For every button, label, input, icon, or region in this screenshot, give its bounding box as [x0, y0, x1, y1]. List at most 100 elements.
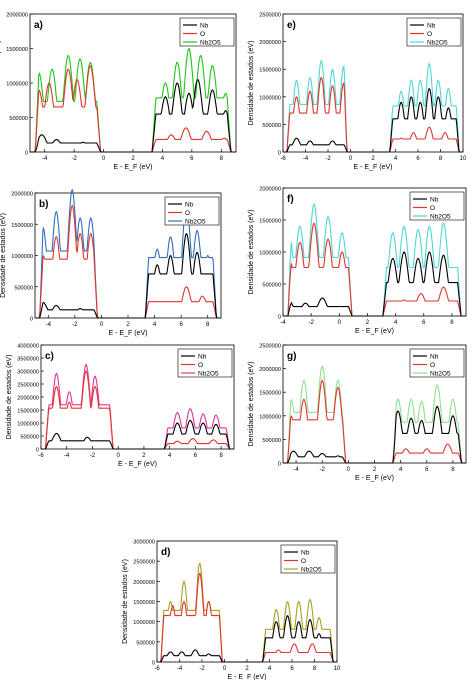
x-tick-label: -2: [72, 322, 78, 328]
x-tick-label: 0: [117, 453, 121, 459]
y-tick-label: 500000: [9, 116, 28, 122]
x-tick-label: 8: [451, 467, 455, 473]
x-axis-label: E - E_F (eV): [109, 330, 148, 337]
y-tick-label: 1000000: [17, 422, 39, 428]
series-line-nb: [283, 405, 466, 464]
x-tick-label: 8: [439, 156, 443, 162]
y-axis-label: Densidade de estados (eV): [122, 559, 129, 644]
y-tick-label: 1500000: [11, 223, 33, 229]
x-tick-label: 4: [394, 156, 398, 162]
y-tick-label: 1000000: [133, 620, 155, 626]
y-tick-label: 500000: [14, 285, 33, 291]
x-axis-label: E - E_F (eV): [228, 674, 267, 680]
y-tick-label: 1000000: [6, 82, 28, 88]
legend-label: Nb: [430, 353, 439, 360]
x-tick-label: -4: [64, 453, 70, 459]
x-tick-label: 0: [347, 467, 351, 473]
y-tick-label: 2000000: [17, 396, 39, 402]
series-line-o: [283, 379, 466, 464]
x-tick-label: 6: [416, 156, 420, 162]
y-tick-label: 2000000: [6, 13, 28, 19]
x-tick-label: 8: [206, 322, 210, 328]
legend-box: [177, 348, 233, 378]
x-tick-label: 10: [460, 156, 467, 162]
legend-label: O: [430, 205, 435, 212]
y-tick-label: 0: [278, 151, 281, 157]
x-tick-label: 8: [219, 453, 223, 459]
y-tick-label: 3000000: [133, 540, 155, 546]
legend-label: Nb2O5: [427, 39, 448, 46]
series-line-nb: [283, 87, 463, 153]
series-line-nb2o5: [41, 363, 234, 450]
y-tick-label: 2500000: [133, 560, 155, 566]
y-axis-label: Densidade de estados (eV): [0, 213, 7, 298]
y-tick-label: 0: [278, 315, 281, 321]
x-tick-label: -2: [308, 320, 314, 326]
y-tick-label: 0: [152, 661, 155, 667]
legend-label: O: [427, 31, 432, 38]
panel-f: 0 500000 1000000 1500000 2000000 -4 -2 0 2 4 6 8 E -…: [248, 187, 467, 335]
x-tick-label: -4: [46, 322, 52, 328]
x-tick-label: 6: [422, 320, 426, 326]
y-tick-label: 2000000: [133, 580, 155, 586]
x-tick-label: 0: [102, 156, 106, 162]
y-tick-label: 1000000: [11, 254, 33, 260]
y-axis-label: Densidade de estados (eV): [248, 41, 255, 126]
legend-label: Nb2O5: [185, 218, 206, 225]
x-tick-label: -6: [154, 666, 160, 672]
x-tick-label: 2: [366, 320, 370, 326]
y-tick-label: 1000000: [259, 95, 281, 101]
legend-label: Nb2O5: [301, 566, 322, 573]
x-tick-label: -4: [280, 320, 286, 326]
y-tick-label: 1500000: [259, 391, 281, 397]
x-tick-label: 8: [220, 156, 224, 162]
x-tick-label: 4: [168, 453, 172, 459]
y-tick-label: 0: [36, 448, 39, 454]
series-line-nb2o5: [30, 48, 236, 153]
x-tick-label: 4: [161, 156, 165, 162]
panel-b: 0 500000 1000000 1500000 2000000 -4 -2 0 2 4 6 8 E -…: [0, 188, 222, 337]
x-tick-label: -6: [38, 453, 44, 459]
y-tick-label: 2500000: [17, 383, 39, 389]
x-axis-label: E - E_F (eV): [354, 164, 393, 171]
x-tick-label: 6: [179, 322, 183, 328]
legend-label: Nb: [427, 22, 436, 29]
panel-label: e): [287, 20, 296, 31]
legend-box: [164, 196, 220, 226]
y-tick-label: 1500000: [259, 219, 281, 225]
x-axis-label: E - E_F (eV): [114, 164, 153, 171]
x-tick-label: -4: [42, 156, 48, 162]
x-tick-label: 2: [373, 467, 377, 473]
y-axis-label: Densidade de estados (eV): [248, 210, 255, 295]
y-axis-label: Densidade de estados (eV): [248, 362, 255, 447]
y-tick-label: 2000000: [259, 187, 281, 193]
legend-label: Nb2O5: [200, 39, 221, 46]
series-line-nb: [283, 251, 466, 317]
legend-label: O: [301, 558, 306, 565]
x-tick-label: -2: [90, 453, 96, 459]
x-tick-label: 0: [100, 322, 104, 328]
x-axis-label: E - E_F (eV): [118, 461, 157, 468]
x-tick-label: 8: [313, 666, 317, 672]
x-tick-label: 6: [194, 453, 198, 459]
y-tick-label: 1500000: [133, 600, 155, 606]
x-tick-label: 4: [153, 322, 157, 328]
legend-label: Nb: [200, 22, 209, 29]
legend-box: [280, 544, 336, 574]
legend-label: O: [430, 362, 435, 369]
x-tick-label: -6: [280, 156, 286, 162]
x-tick-label: -4: [177, 666, 183, 672]
y-tick-label: 3000000: [17, 370, 39, 376]
y-tick-label: 500000: [20, 435, 39, 441]
x-tick-label: 2: [245, 666, 249, 672]
y-tick-label: 2500000: [259, 13, 281, 19]
x-tick-label: -4: [293, 467, 299, 473]
series-line-nb: [35, 232, 221, 319]
series-line-o: [30, 64, 236, 153]
legend-label: Nb: [185, 201, 194, 208]
x-axis-label: E - E_F (eV): [355, 328, 394, 335]
y-tick-label: 2000000: [259, 40, 281, 46]
x-tick-label: -2: [71, 156, 77, 162]
x-axis-label: E - E_F (eV): [355, 475, 394, 482]
